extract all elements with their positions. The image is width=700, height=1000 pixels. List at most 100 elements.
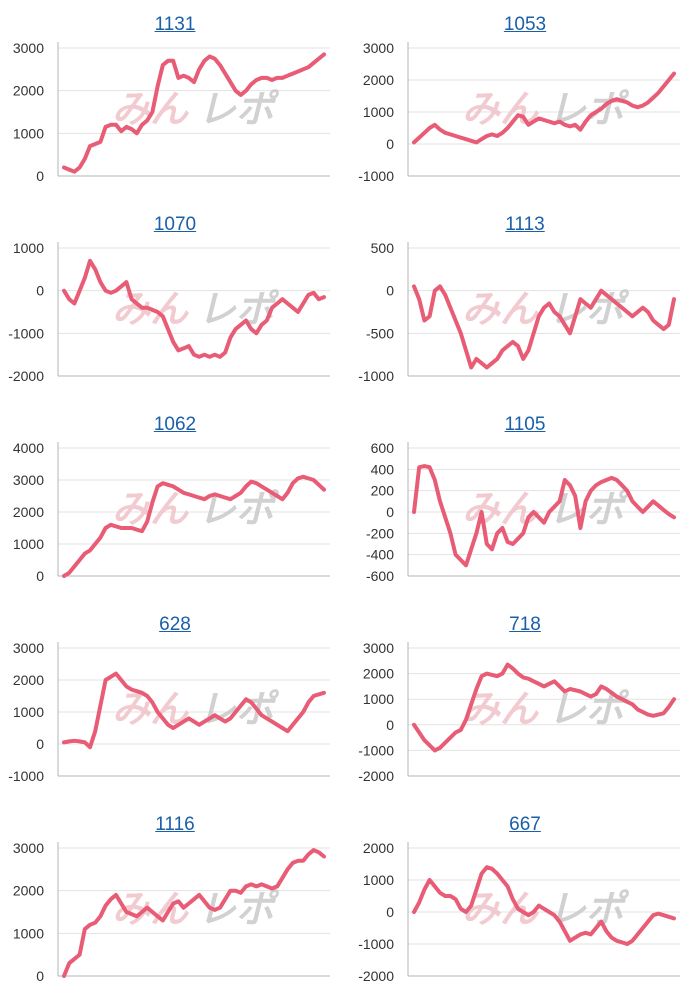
y-tick-label: -1000 <box>8 325 44 341</box>
watermark-right: レポ <box>548 87 630 131</box>
y-tick-label: 1000 <box>363 691 394 707</box>
y-tick-label: 500 <box>371 240 395 256</box>
y-tick-label: -2000 <box>358 968 394 984</box>
watermark-logo: みん レポ <box>462 287 630 331</box>
chart-panel-2: 1053 -1000 0 1000 2000 3000 みん レポ <box>350 0 700 200</box>
watermark-left: みん <box>112 87 189 131</box>
watermark-right: レポ <box>548 287 630 331</box>
line-chart: -2000 -1000 0 1000 みん レポ <box>8 240 330 384</box>
chart-title-link[interactable]: 667 <box>509 814 541 835</box>
line-chart: -1000 -500 0 500 みん レポ <box>358 240 680 384</box>
chart-panel-6: 1105 -600 -400 -200 0 200 400 600 みん レポ <box>350 400 700 600</box>
y-tick-label: 3000 <box>13 840 44 856</box>
y-tick-label: 0 <box>36 168 44 184</box>
y-tick-label: -1000 <box>358 742 394 758</box>
y-tick-label: 0 <box>386 504 394 520</box>
series-line <box>412 662 676 753</box>
y-tick-label: 3000 <box>363 40 394 56</box>
series-line <box>412 865 676 946</box>
chart-panel-5: 1062 0 1000 2000 3000 4000 みん レポ <box>0 400 350 600</box>
watermark-right: レポ <box>198 287 280 331</box>
y-tick-label: 1000 <box>13 125 44 141</box>
y-tick-label: 600 <box>371 440 395 456</box>
y-tick-label: -1000 <box>8 768 44 784</box>
y-tick-label: 1000 <box>363 104 394 120</box>
y-tick-label: 400 <box>371 461 395 477</box>
chart-title-link[interactable]: 1113 <box>505 214 545 235</box>
watermark-left: みん <box>462 287 539 331</box>
y-tick-label: 0 <box>36 968 44 984</box>
y-tick-label: 3000 <box>13 472 44 488</box>
y-tick-label: -1000 <box>358 936 394 952</box>
y-tick-label: 200 <box>371 483 395 499</box>
line-chart: -1000 0 1000 2000 3000 みん レポ <box>8 640 330 784</box>
y-tick-label: 1000 <box>363 872 394 888</box>
y-tick-label: -500 <box>366 325 394 341</box>
series-line <box>62 258 326 359</box>
series-line <box>412 71 676 145</box>
y-tick-label: -600 <box>366 568 394 584</box>
y-tick-label: 1000 <box>13 536 44 552</box>
y-tick-label: 2000 <box>13 83 44 99</box>
line-chart: 0 1000 2000 3000 みん レポ <box>13 840 330 984</box>
watermark-left: みん <box>112 687 189 731</box>
watermark-logo: みん レポ <box>462 87 630 131</box>
y-tick-label: 0 <box>386 283 394 299</box>
y-tick-label: -400 <box>366 547 394 563</box>
y-tick-label: -200 <box>366 525 394 541</box>
y-tick-label: 2000 <box>13 504 44 520</box>
chart-panel-8: 718 -2000 -1000 0 1000 2000 3000 みん レポ <box>350 600 700 800</box>
chart-title-link[interactable]: 1105 <box>504 414 546 435</box>
line-chart: -1000 0 1000 2000 3000 みん レポ <box>358 40 680 184</box>
y-tick-label: 1000 <box>13 925 44 941</box>
series-line <box>412 464 676 568</box>
chart-title-link[interactable]: 1053 <box>503 14 547 35</box>
series-line <box>412 284 676 370</box>
watermark-logo: みん レポ <box>112 487 280 531</box>
chart-title-link[interactable]: 1062 <box>153 414 197 435</box>
y-tick-label: 0 <box>386 136 394 152</box>
y-tick-label: 3000 <box>13 40 44 56</box>
chart-title-link[interactable]: 1131 <box>154 14 196 35</box>
chart-panel-1: 1131 0 1000 2000 3000 みん レポ <box>0 0 350 200</box>
line-chart: 0 1000 2000 3000 4000 みん レポ <box>13 440 330 584</box>
y-tick-label: 3000 <box>13 640 44 656</box>
chart-panel-4: 1113 -1000 -500 0 500 みん レポ <box>350 200 700 400</box>
chart-panel-3: 1070 -2000 -1000 0 1000 みん レポ <box>0 200 350 400</box>
y-tick-label: 2000 <box>363 666 394 682</box>
watermark-logo: みん レポ <box>112 87 280 131</box>
y-tick-label: 0 <box>36 283 44 299</box>
watermark-logo: みん レポ <box>112 687 280 731</box>
y-tick-label: 2000 <box>13 672 44 688</box>
line-chart: -600 -400 -200 0 200 400 600 みん レポ <box>366 440 680 584</box>
y-tick-label: -1000 <box>358 368 394 384</box>
series-line <box>62 52 326 174</box>
watermark-logo: みん レポ <box>462 487 630 531</box>
y-tick-label: -1000 <box>358 168 394 184</box>
y-tick-label: 0 <box>36 736 44 752</box>
chart-title-link[interactable]: 628 <box>159 614 191 635</box>
y-tick-label: 0 <box>36 568 44 584</box>
line-chart: 0 1000 2000 3000 みん レポ <box>13 40 330 184</box>
chart-title-link[interactable]: 1116 <box>155 814 195 835</box>
chart-panel-9: 1116 0 1000 2000 3000 みん レポ <box>0 800 350 1000</box>
y-tick-label: 0 <box>386 904 394 920</box>
chart-title-link[interactable]: 718 <box>509 614 541 635</box>
chart-title-link[interactable]: 1070 <box>153 214 197 235</box>
chart-panel-10: 667 -2000 -1000 0 1000 2000 みん レポ <box>350 800 700 1000</box>
series-line <box>62 848 326 978</box>
y-tick-label: 2000 <box>363 840 394 856</box>
y-tick-label: 2000 <box>13 883 44 899</box>
y-tick-label: -2000 <box>358 768 394 784</box>
y-tick-label: 0 <box>386 717 394 733</box>
y-tick-label: 3000 <box>363 640 394 656</box>
chart-panel-7: 628 -1000 0 1000 2000 3000 みん レポ <box>0 600 350 800</box>
series-line <box>62 474 326 578</box>
watermark-logo: みん レポ <box>112 887 280 931</box>
y-tick-label: 4000 <box>13 440 44 456</box>
watermark-logo: みん レポ <box>112 287 280 331</box>
y-tick-label: -2000 <box>8 368 44 384</box>
y-tick-label: 2000 <box>363 72 394 88</box>
